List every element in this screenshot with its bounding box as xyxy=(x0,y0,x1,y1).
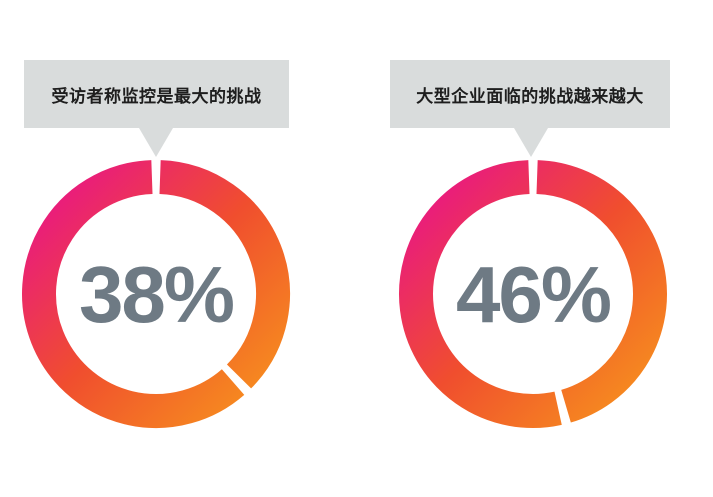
callout-title: 受访者称监控是最大的挑战 xyxy=(24,60,289,128)
donut-segment-rest xyxy=(22,160,245,428)
donut-segment-value xyxy=(536,160,667,423)
percent-value: 38% xyxy=(78,250,235,339)
donut-segment-value xyxy=(159,160,290,389)
donut-panel-left: 受访者称监控是最大的挑战 38% xyxy=(0,0,300,497)
donut-panel-right: 大型企业面临的挑战越来越大 46% xyxy=(377,0,713,497)
donut-ring xyxy=(399,160,667,428)
callout-title: 大型企业面临的挑战越来越大 xyxy=(390,60,670,128)
callout-pointer xyxy=(139,128,173,157)
donut-segment-rest xyxy=(399,160,562,428)
donut-ring xyxy=(22,160,290,428)
callout-pointer xyxy=(514,128,548,157)
percent-value: 46% xyxy=(455,250,612,339)
